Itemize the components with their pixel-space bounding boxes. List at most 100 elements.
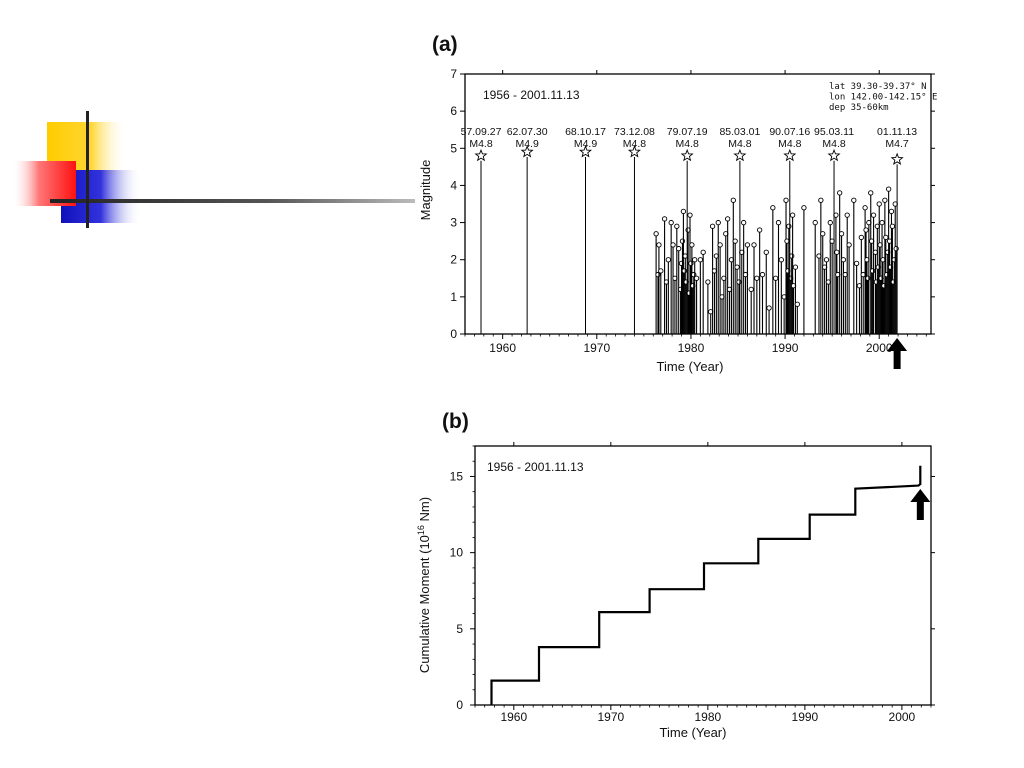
event-marker: [846, 242, 852, 248]
event-marker: [837, 190, 843, 196]
event-marker: [693, 275, 700, 281]
current-event-arrow-b: [910, 489, 931, 520]
event-marker: [766, 305, 772, 311]
event-marker: [661, 216, 668, 222]
event-marker: [697, 257, 704, 263]
large-event-star: [680, 148, 694, 162]
large-event-star: [627, 145, 641, 158]
y-axis-label-a: Magnitude: [418, 160, 433, 221]
cumulative-moment-line: [490, 465, 922, 705]
event-marker: [744, 242, 751, 248]
x-axis-label-b: Time (Year): [660, 725, 727, 740]
y-tick-label-a: 7: [450, 67, 457, 81]
event-marker: [858, 234, 864, 241]
large-event-magnitude: M4.8: [623, 138, 647, 150]
large-event-star: [783, 148, 797, 162]
decoration-graphic: [14, 111, 415, 228]
large-event-magnitude: M4.9: [574, 138, 598, 150]
large-event-date: 68.10.17: [565, 126, 606, 138]
event-marker: [687, 212, 693, 218]
event-marker: [870, 212, 877, 218]
large-event-date: 62.07.30: [507, 126, 548, 138]
event-marker: [730, 197, 736, 203]
event-marker: [725, 216, 731, 222]
large-event-magnitude: M4.8: [676, 138, 700, 150]
x-tick-label-a: 2000: [866, 341, 893, 355]
event-marker: [827, 219, 833, 226]
event-marker: [838, 231, 845, 237]
event-marker: [653, 231, 659, 237]
event-marker: [676, 245, 682, 252]
large-event-date: 01.11.13: [877, 126, 917, 138]
event-marker: [879, 219, 885, 226]
region-info-line: lat 39.30-39.37° N: [829, 82, 927, 92]
plot-frame-a: [464, 73, 932, 335]
region-info-line: dep 35-60km: [829, 103, 889, 113]
event-marker: [885, 186, 892, 192]
large-event-magnitude: M4.8: [469, 138, 493, 150]
y-tick-label-a: 6: [450, 104, 457, 118]
event-marker: [844, 212, 850, 218]
large-event-magnitude: M4.8: [778, 138, 802, 150]
event-marker: [679, 238, 686, 244]
event-marker: [882, 197, 888, 203]
event-marker: [834, 249, 840, 255]
large-event-date: 85.03.01: [719, 126, 760, 138]
event-marker: [876, 201, 882, 207]
event-marker: [759, 271, 766, 278]
large-event-date: 95.03.11: [814, 126, 854, 138]
event-marker: [863, 227, 869, 233]
event-marker: [705, 279, 711, 285]
vertical-line: [86, 111, 89, 228]
large-event-date: 73.12.08: [614, 126, 655, 138]
event-marker: [680, 208, 687, 215]
event-marker: [734, 264, 740, 270]
red-square: [14, 161, 76, 206]
event-marker: [775, 219, 782, 226]
event-marker: [736, 279, 742, 285]
x-tick-label-b: 1960: [500, 710, 527, 724]
panel-a-label: (a): [432, 33, 458, 56]
event-marker: [786, 223, 792, 229]
event-marker: [754, 275, 760, 281]
event-marker: [865, 275, 871, 281]
event-marker: [778, 257, 784, 263]
event-marker: [741, 219, 747, 226]
event-marker: [770, 205, 776, 211]
event-marker: [773, 275, 779, 281]
y-tick-label-a: 4: [450, 178, 457, 192]
event-marker: [674, 223, 680, 229]
large-event-star: [827, 148, 841, 162]
event-marker: [889, 223, 896, 229]
event-marker: [888, 208, 895, 215]
event-marker: [851, 197, 857, 203]
event-marker: [862, 205, 868, 211]
panel-b-label: (b): [442, 410, 469, 433]
y-tick-label-a: 5: [450, 141, 457, 155]
large-event-star: [733, 148, 747, 162]
x-tick-label-a: 1970: [583, 341, 610, 355]
slide-decoration: [0, 0, 440, 240]
date-range-label-b: 1956 - 2001.11.13: [487, 460, 584, 474]
event-marker: [763, 249, 769, 255]
y-tick-label-b: 10: [450, 546, 464, 560]
event-marker: [792, 264, 799, 270]
event-marker: [670, 242, 676, 248]
x-tick-label-a: 1980: [678, 341, 705, 355]
event-marker: [700, 249, 706, 255]
event-marker: [812, 219, 818, 226]
x-tick-label-a: 1960: [489, 341, 516, 355]
event-marker: [681, 268, 687, 274]
large-event-magnitude: M4.8: [822, 138, 846, 150]
event-marker: [789, 212, 796, 218]
large-event-magnitude: M4.9: [515, 138, 539, 150]
large-event-star: [520, 145, 534, 158]
event-marker: [840, 257, 847, 263]
event-marker: [801, 205, 807, 211]
x-tick-label-b: 1990: [792, 710, 819, 724]
event-marker: [893, 245, 899, 252]
y-axis-label-b: Cumulative Moment (1016 Nm): [416, 497, 432, 673]
event-marker: [751, 242, 757, 248]
x-axis-label-a: Time (Year): [657, 359, 724, 374]
